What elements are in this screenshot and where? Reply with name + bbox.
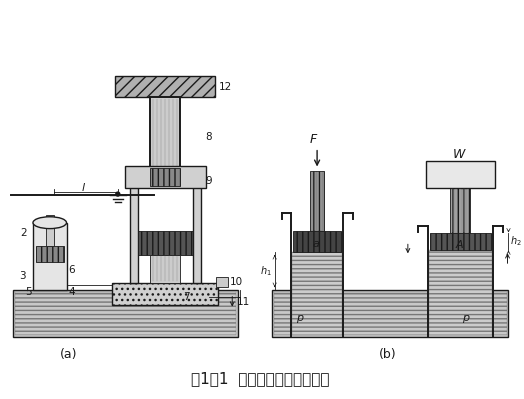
Text: 6: 6 — [69, 265, 75, 275]
Text: 4: 4 — [69, 287, 75, 297]
Text: (a): (a) — [60, 348, 77, 361]
Text: 5: 5 — [25, 287, 31, 297]
Text: 图1－1  液压千斤顶工作原理图: 图1－1 液压千斤顶工作原理图 — [191, 371, 329, 386]
Text: $p$: $p$ — [462, 313, 471, 325]
Bar — [272, 290, 508, 337]
Text: $p$: $p$ — [297, 313, 305, 325]
Bar — [425, 160, 495, 188]
Text: 12: 12 — [219, 81, 232, 91]
Text: 2: 2 — [20, 227, 27, 237]
Text: 10: 10 — [230, 277, 244, 287]
Bar — [293, 231, 341, 252]
Text: 7: 7 — [183, 292, 190, 302]
Bar — [193, 176, 201, 283]
Bar — [129, 176, 137, 283]
Bar — [125, 166, 205, 188]
Bar — [33, 223, 67, 290]
Bar — [137, 231, 193, 255]
Text: 3: 3 — [19, 271, 26, 281]
Bar — [150, 97, 180, 176]
Bar — [150, 168, 180, 186]
Bar — [310, 172, 324, 231]
Bar — [15, 292, 236, 335]
Text: 9: 9 — [205, 176, 212, 186]
Text: $A$: $A$ — [455, 238, 465, 251]
Text: 8: 8 — [205, 132, 212, 142]
Bar — [450, 188, 470, 233]
Bar — [430, 233, 491, 250]
Bar — [292, 252, 342, 335]
Bar — [274, 292, 507, 335]
Text: $a$: $a$ — [312, 239, 320, 249]
Bar — [150, 255, 180, 283]
Text: 11: 11 — [237, 296, 250, 306]
Bar — [216, 277, 228, 287]
Text: $F$: $F$ — [309, 133, 319, 146]
Circle shape — [116, 192, 120, 196]
Text: $W$: $W$ — [452, 148, 467, 161]
Text: (b): (b) — [379, 348, 397, 361]
Text: $l$: $l$ — [81, 181, 86, 193]
Bar — [36, 246, 63, 262]
Bar — [112, 283, 219, 304]
Text: $h_1$: $h_1$ — [260, 264, 271, 278]
Bar — [13, 290, 238, 337]
Ellipse shape — [33, 217, 67, 229]
Bar — [429, 250, 492, 335]
Text: $h_2$: $h_2$ — [510, 235, 522, 248]
Bar — [115, 76, 215, 97]
Bar — [46, 215, 53, 246]
